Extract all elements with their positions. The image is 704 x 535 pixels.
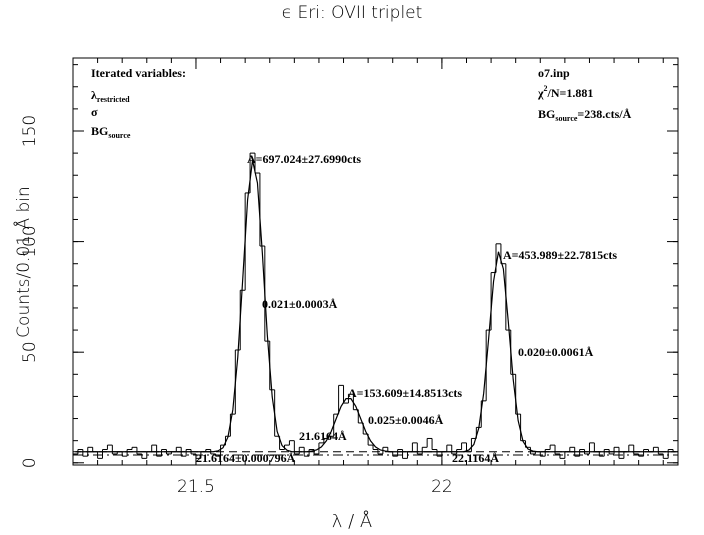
info-main: Iterated variables:	[91, 66, 186, 80]
y-tick-label: 50	[20, 341, 40, 363]
plot-frame	[72, 57, 679, 466]
annotation: 22.1164Å	[452, 451, 499, 465]
info-text: Iterated variables:	[91, 66, 186, 80]
info-sub: source	[555, 114, 578, 123]
info-rest: =238.cts/Å	[577, 107, 631, 121]
x-tick-label: 21.5	[177, 477, 215, 497]
y-tick-label: 0	[20, 457, 40, 468]
x-tick-label: 22	[431, 477, 453, 497]
info-main: χ	[537, 86, 544, 100]
chart-title: ϵ Eri: OVII triplet	[282, 3, 423, 23]
y-tick-label: 100	[20, 225, 40, 257]
info-sub: source	[108, 131, 131, 140]
annotation: 0.025±0.0046Å	[368, 413, 444, 427]
info-main: o7.inp	[538, 66, 570, 80]
info-sub: restricted	[97, 95, 130, 104]
plot-area	[73, 152, 678, 459]
info-sup: 2	[544, 84, 548, 93]
model-curve	[75, 160, 676, 453]
info-text: o7.inp	[538, 66, 570, 80]
info-main: BG	[91, 124, 108, 138]
info-text: χ2/N=1.881	[537, 84, 593, 100]
annotation: 0.020±0.0061Å	[518, 345, 594, 359]
annotation: A=697.024±27.6990cts	[247, 152, 361, 166]
annotation: 0.021±0.0003Å	[262, 297, 338, 311]
annotation: 21.6164Å	[299, 429, 347, 443]
annotation: A=453.989±22.7815cts	[503, 248, 617, 262]
info-main: BG	[538, 107, 555, 121]
info-text: BGsource=238.cts/Å	[538, 107, 632, 123]
info-text: λrestricted	[91, 88, 130, 104]
y-tick-label: 150	[20, 115, 40, 147]
info-rest: /N=1.881	[547, 86, 594, 100]
info-main: σ	[91, 105, 98, 119]
annotation: 21.6164±0.000796Å	[196, 451, 296, 465]
y-axis-label: Counts/0.01 Å bin	[12, 186, 34, 338]
x-axis-label: λ / Å	[332, 510, 372, 532]
annotation: A=153.609±14.8513cts	[348, 386, 462, 400]
info-main: λ	[91, 88, 97, 102]
info-text: σ	[91, 105, 98, 119]
info-text: BGsource	[91, 124, 131, 140]
